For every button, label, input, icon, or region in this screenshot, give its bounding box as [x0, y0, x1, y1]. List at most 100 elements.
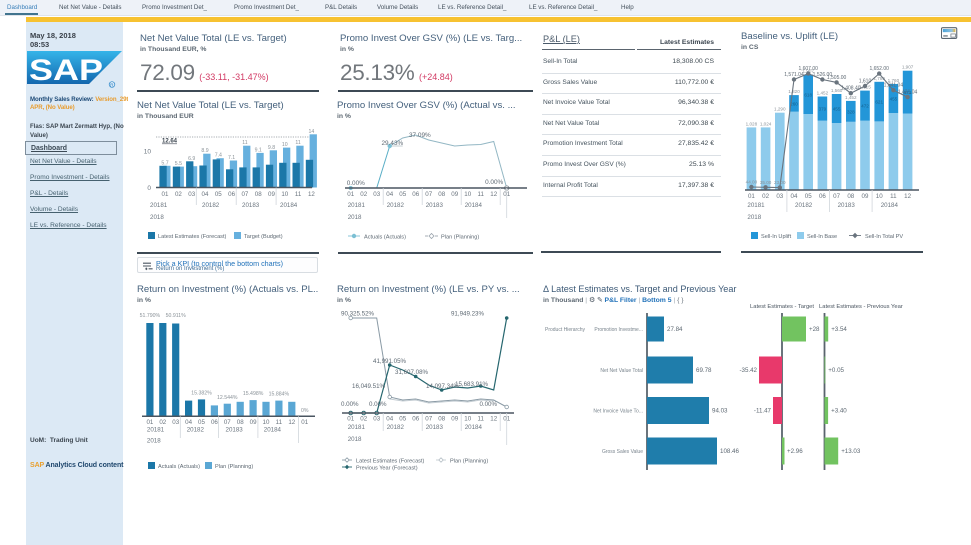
svg-text:20183: 20183: [226, 426, 244, 433]
svg-text:1,789: 1,789: [873, 76, 885, 81]
svg-text:15,683.91%: 15,683.91%: [455, 381, 489, 388]
svg-text:Sell-In Uplift: Sell-In Uplift: [761, 234, 792, 240]
svg-text:+0.05: +0.05: [828, 367, 844, 374]
svg-text:1,652.00: 1,652.00: [869, 66, 889, 72]
svg-text:20184: 20184: [280, 202, 298, 209]
svg-text:20182: 20182: [187, 426, 205, 433]
svg-text:11: 11: [276, 419, 283, 426]
svg-text:04: 04: [202, 191, 209, 198]
svg-text:20182: 20182: [387, 202, 405, 209]
svg-text:621: 621: [875, 100, 883, 105]
svg-text:12.64: 12.64: [162, 139, 178, 145]
svg-text:11: 11: [890, 193, 897, 200]
svg-text:1,907: 1,907: [802, 69, 814, 74]
svg-text:02: 02: [159, 419, 166, 426]
svg-text:0: 0: [147, 185, 151, 192]
svg-text:379: 379: [819, 107, 827, 112]
svg-text:20184: 20184: [881, 202, 899, 209]
svg-text:328: 328: [847, 109, 855, 114]
svg-text:671: 671: [904, 90, 912, 95]
svg-text:06: 06: [412, 191, 419, 198]
svg-text:0.00%: 0.00%: [341, 401, 359, 408]
svg-text:5.7: 5.7: [161, 160, 168, 166]
svg-text:15.382%: 15.382%: [191, 391, 212, 397]
svg-text:12: 12: [490, 191, 497, 198]
svg-text:Net Net Value Total: Net Net Value Total: [600, 368, 643, 374]
svg-text:-35.42: -35.42: [739, 367, 757, 374]
svg-text:08: 08: [255, 191, 262, 198]
svg-text:9.1: 9.1: [255, 147, 262, 153]
svg-text:0.00%: 0.00%: [347, 180, 365, 187]
svg-text:12: 12: [308, 191, 315, 198]
svg-text:31,607.08%: 31,607.08%: [395, 369, 429, 376]
svg-text:1,610: 1,610: [859, 79, 872, 85]
svg-text:2018: 2018: [150, 214, 164, 221]
svg-text:29.43%: 29.43%: [382, 140, 404, 147]
svg-text:1,760: 1,760: [888, 78, 900, 83]
svg-text:09: 09: [250, 419, 257, 426]
svg-text:2018: 2018: [747, 214, 761, 221]
svg-text:2018: 2018: [348, 214, 362, 221]
svg-text:14: 14: [309, 129, 315, 135]
svg-text:69.78: 69.78: [696, 367, 712, 374]
svg-text:0.00%: 0.00%: [479, 401, 497, 408]
svg-text:20183: 20183: [426, 202, 444, 209]
svg-text:15.884%: 15.884%: [269, 392, 290, 398]
svg-text:0.00%: 0.00%: [485, 179, 503, 186]
svg-text:09: 09: [268, 191, 275, 198]
svg-text:94.03: 94.03: [712, 408, 728, 415]
svg-text:08: 08: [847, 193, 854, 200]
svg-text:10: 10: [464, 191, 471, 198]
svg-text:20182: 20182: [202, 202, 220, 209]
svg-text:Latest Estimates (Forecast): Latest Estimates (Forecast): [158, 234, 227, 240]
svg-text:10: 10: [144, 149, 152, 156]
svg-text:Latest Estimates - Previous Ye: Latest Estimates - Previous Year: [819, 304, 903, 310]
svg-text:11: 11: [477, 416, 484, 423]
svg-text:Promotion Investme...: Promotion Investme...: [594, 327, 643, 333]
svg-text:01: 01: [748, 193, 755, 200]
svg-text:12.544%: 12.544%: [217, 395, 238, 401]
svg-text:2018: 2018: [348, 436, 362, 443]
svg-text:03: 03: [373, 191, 380, 198]
svg-text:37.09%: 37.09%: [409, 132, 431, 139]
svg-text:+13.03: +13.03: [841, 448, 861, 455]
svg-text:16,049.51%: 16,049.51%: [352, 383, 386, 390]
svg-text:10: 10: [876, 193, 883, 200]
svg-text:09: 09: [862, 193, 869, 200]
svg-text:20181: 20181: [150, 202, 168, 209]
svg-text:Latest Estimates (Forecast): Latest Estimates (Forecast): [356, 459, 425, 465]
svg-text:1,526.00: 1,526.00: [813, 72, 833, 78]
svg-text:03: 03: [776, 193, 783, 200]
svg-text:05: 05: [215, 191, 222, 198]
svg-text:10: 10: [282, 142, 288, 148]
svg-text:6.9: 6.9: [188, 156, 195, 162]
svg-text:01: 01: [301, 419, 308, 426]
svg-text:7.4: 7.4: [215, 153, 222, 159]
svg-text:51.790%: 51.790%: [140, 313, 161, 319]
svg-text:41,991.05%: 41,991.05%: [373, 358, 407, 365]
svg-text:1,290: 1,290: [774, 107, 786, 112]
svg-text:1,028: 1,028: [746, 121, 758, 126]
svg-text:44.00: 44.00: [746, 180, 758, 185]
svg-text:20184: 20184: [465, 202, 483, 209]
svg-text:SAP: SAP: [29, 54, 103, 87]
svg-text:35.00: 35.00: [760, 180, 772, 185]
svg-text:09: 09: [451, 191, 458, 198]
svg-text:1,341.04: 1,341.04: [884, 83, 904, 89]
svg-text:108.46: 108.46: [720, 448, 739, 455]
svg-text:8.9: 8.9: [201, 148, 208, 154]
svg-text:Product Hierarchy: Product Hierarchy: [545, 327, 586, 333]
svg-text:14,097.34%: 14,097.34%: [426, 383, 460, 390]
svg-text:1,607.00: 1,607.00: [798, 66, 818, 72]
svg-text:7.1: 7.1: [228, 155, 235, 161]
svg-text:02: 02: [360, 416, 367, 423]
svg-text:91,949.23%: 91,949.23%: [451, 311, 485, 318]
svg-text:Actuals (Actuals): Actuals (Actuals): [364, 235, 406, 241]
svg-text:03: 03: [188, 191, 195, 198]
svg-text:01: 01: [146, 419, 153, 426]
svg-text:9.8: 9.8: [268, 145, 275, 151]
svg-text:03: 03: [373, 416, 380, 423]
svg-text:20181: 20181: [147, 426, 165, 433]
svg-text:05: 05: [805, 193, 812, 200]
svg-text:+2.96: +2.96: [787, 448, 803, 455]
